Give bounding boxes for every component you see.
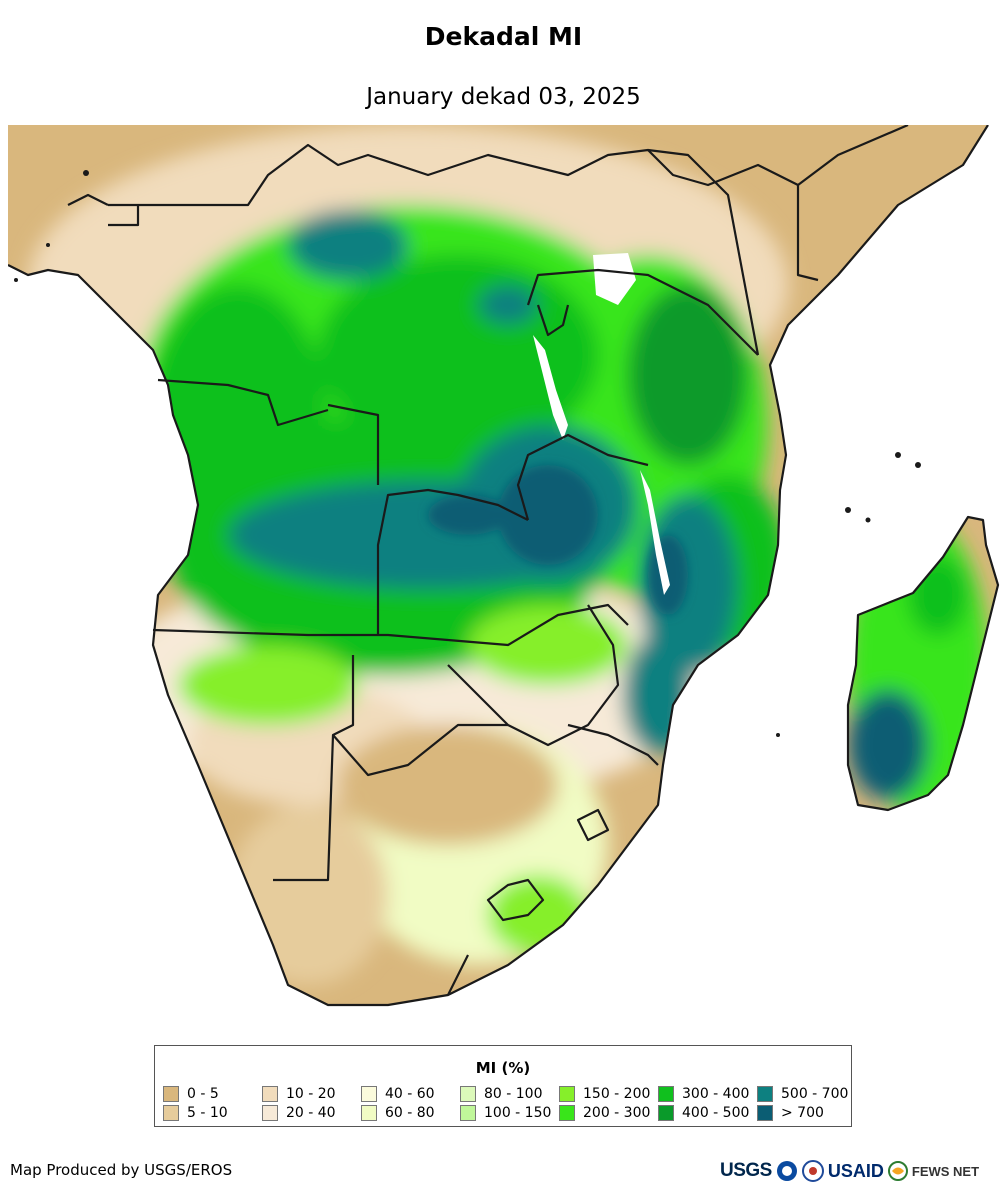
legend-swatch xyxy=(163,1104,179,1121)
map-legend: MI (%) 0 - 5 5 - 10 10 - 20 20 - 40 40 - 60 6… xyxy=(154,1045,852,1127)
map-credit: Map Produced by USGS/EROS xyxy=(10,1161,233,1179)
usgs-logo: USGS xyxy=(720,1160,772,1181)
legend-label: 400 - 500 xyxy=(682,1104,750,1121)
legend-item: 5 - 10 xyxy=(163,1103,262,1122)
legend-label: 80 - 100 xyxy=(484,1085,543,1102)
legend-title: MI (%) xyxy=(475,1059,531,1077)
legend-grid: 0 - 5 5 - 10 10 - 20 20 - 40 40 - 60 60 - 80 8… xyxy=(163,1084,856,1122)
legend-label: 300 - 400 xyxy=(682,1085,750,1102)
legend-swatch xyxy=(559,1104,575,1121)
fews-net-globe-icon xyxy=(887,1161,908,1181)
legend-swatch xyxy=(262,1104,278,1121)
legend-item: 60 - 80 xyxy=(361,1103,460,1122)
legend-swatch xyxy=(361,1104,377,1121)
legend-label: 500 - 700 xyxy=(781,1085,849,1102)
legend-swatch xyxy=(559,1085,575,1102)
legend-item: 0 - 5 xyxy=(163,1084,262,1103)
legend-item: 100 - 150 xyxy=(460,1103,559,1122)
legend-label: 60 - 80 xyxy=(385,1104,435,1121)
legend-swatch xyxy=(361,1085,377,1102)
legend-swatch xyxy=(460,1085,476,1102)
legend-label: 0 - 5 xyxy=(187,1085,219,1102)
legend-label: 100 - 150 xyxy=(484,1104,552,1121)
legend-swatch xyxy=(262,1085,278,1102)
legend-item: 20 - 40 xyxy=(262,1103,361,1122)
legend-swatch xyxy=(658,1104,674,1121)
legend-item: 200 - 300 xyxy=(559,1103,658,1122)
moisture-index-map xyxy=(8,125,1000,1007)
map-subtitle: January dekad 03, 2025 xyxy=(366,84,641,110)
fews-net-logo: FEWS NET xyxy=(911,1163,980,1179)
legend-label: 10 - 20 xyxy=(286,1085,336,1102)
legend-swatch xyxy=(460,1104,476,1121)
legend-item: 10 - 20 xyxy=(262,1084,361,1103)
agency-logos: USGS USAID FEWS NET xyxy=(720,1156,979,1186)
nasa-seal-icon xyxy=(801,1160,824,1182)
legend-item: 500 - 700 xyxy=(757,1084,856,1103)
legend-item: 300 - 400 xyxy=(658,1084,757,1103)
legend-item: 80 - 100 xyxy=(460,1084,559,1103)
legend-item: 40 - 60 xyxy=(361,1084,460,1103)
usaid-logo: USAID xyxy=(827,1160,884,1181)
map-title: Dekadal MI xyxy=(424,22,583,51)
legend-swatch xyxy=(163,1085,179,1102)
legend-swatch xyxy=(757,1104,773,1121)
legend-item: 150 - 200 xyxy=(559,1084,658,1103)
legend-swatch xyxy=(757,1085,773,1102)
legend-label: 40 - 60 xyxy=(385,1085,435,1102)
legend-label: 150 - 200 xyxy=(583,1085,651,1102)
noaa-logo-icon xyxy=(776,1161,797,1181)
legend-label: 200 - 300 xyxy=(583,1104,651,1121)
legend-label: > 700 xyxy=(781,1104,824,1121)
legend-label: 20 - 40 xyxy=(286,1104,336,1121)
legend-item: > 700 xyxy=(757,1103,856,1122)
legend-label: 5 - 10 xyxy=(187,1104,228,1121)
legend-swatch xyxy=(658,1085,674,1102)
legend-item: 400 - 500 xyxy=(658,1103,757,1122)
